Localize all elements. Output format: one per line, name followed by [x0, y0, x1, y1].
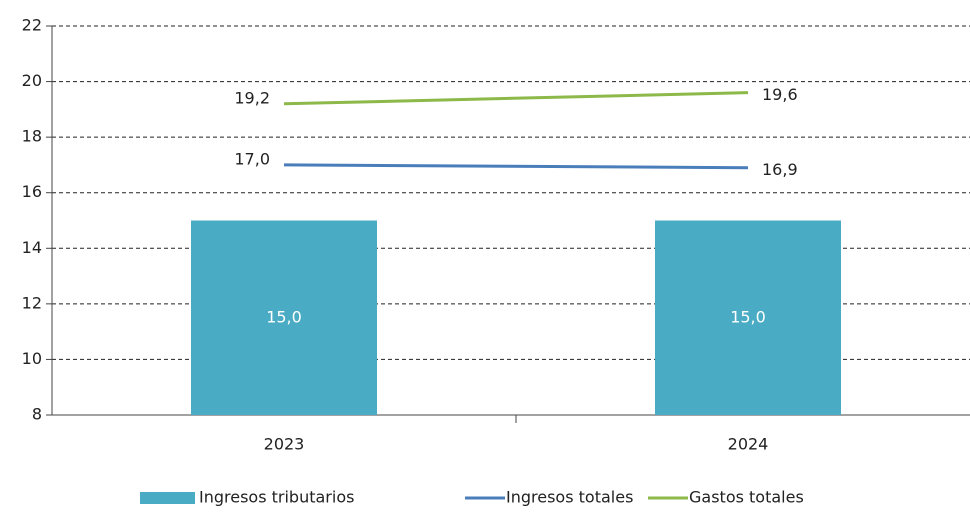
y-tick-label: 16 [22, 182, 42, 201]
legend-label: Ingresos tributarios [199, 488, 354, 507]
legend-swatch [140, 492, 195, 504]
line-value-label: 19,2 [234, 88, 270, 107]
y-tick-label: 10 [22, 349, 42, 368]
y-tick-label: 22 [22, 16, 42, 35]
line-value-label: 19,6 [762, 85, 798, 104]
legend-label: Ingresos totales [506, 488, 633, 507]
bar [655, 220, 841, 415]
line-value-label: 16,9 [762, 160, 798, 179]
y-tick-label: 18 [22, 127, 42, 146]
y-tick-label: 20 [22, 71, 42, 90]
bar-value-label: 15,0 [730, 307, 766, 326]
bar [191, 220, 377, 415]
x-tick-label: 2024 [728, 435, 769, 454]
legend-label: Gastos totales [689, 488, 804, 507]
line [283, 163, 749, 170]
line [283, 91, 749, 106]
y-tick-label: 12 [22, 293, 42, 312]
y-tick-label: 14 [22, 238, 42, 257]
y-tick-label: 8 [32, 405, 42, 424]
x-tick-label: 2023 [264, 435, 305, 454]
line-value-label: 17,0 [234, 149, 270, 168]
bar-value-label: 15,0 [266, 307, 302, 326]
